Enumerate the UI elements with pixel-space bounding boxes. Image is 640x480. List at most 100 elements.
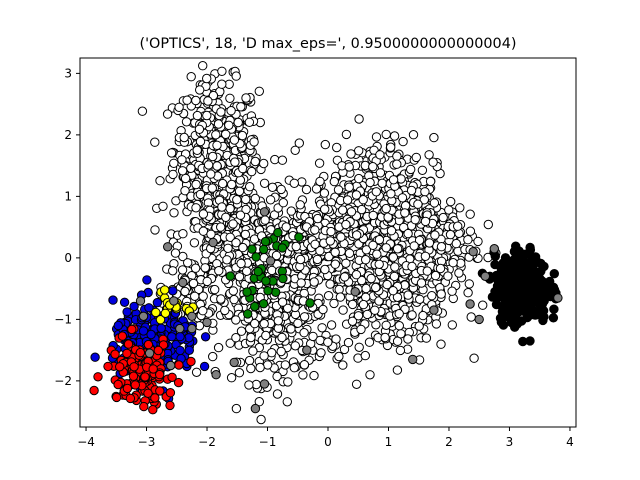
point-main-cluster [182,95,192,105]
x-tick-label: −3 [138,435,156,449]
point-main-cluster [289,178,299,189]
point-main-cluster [445,229,456,240]
point-main-cluster [231,71,241,81]
point-main-cluster [301,184,312,195]
point-main-cluster [194,284,204,295]
y-tick-label: −2 [54,374,72,388]
point-main-cluster [206,229,216,240]
point-main-cluster [235,210,246,220]
point-noise [429,305,439,315]
y-tick-label: 0 [64,251,72,265]
point-main-cluster [212,140,222,151]
point-main-cluster [271,250,282,261]
point-main-cluster [364,337,375,347]
point-main-cluster [177,166,188,176]
point-cluster [152,297,163,308]
point-main-cluster [338,360,348,370]
point-main-cluster [198,60,208,71]
point-cluster [155,315,166,325]
point-cluster [113,320,124,331]
point-noise [350,287,360,297]
point-cluster [165,388,176,398]
point-main-cluster [365,370,375,380]
point-main-cluster [249,137,259,147]
point-main-cluster [250,193,261,204]
point-main-cluster [216,107,226,117]
point-main-cluster [403,334,413,344]
point-noise [259,379,270,389]
point-main-cluster [424,150,434,160]
point-main-cluster [180,286,190,297]
x-tick-label: −1 [259,435,277,449]
point-cluster [200,332,211,342]
y-tick-label: −1 [54,313,72,327]
point-main-cluster [177,265,188,275]
point-main-cluster [338,205,348,215]
point-noise [175,323,185,334]
point-main-cluster [150,137,160,147]
point-cluster [89,385,99,396]
point-main-cluster [422,266,432,276]
point-main-cluster [150,225,160,235]
point-main-cluster [226,106,236,116]
point-cluster [247,244,257,254]
point-noise [489,244,499,254]
point-main-cluster [361,255,371,265]
point-cluster [490,251,500,261]
point-main-cluster [190,291,200,301]
point-cluster [155,386,165,396]
point-noise [229,357,239,368]
point-cluster [175,345,185,356]
point-main-cluster [315,176,325,187]
point-main-cluster [425,176,436,187]
point-main-cluster [381,203,391,214]
point-main-cluster [394,309,404,319]
point-cluster [153,345,164,356]
point-main-cluster [427,291,437,301]
point-cluster [122,383,133,394]
point-main-cluster [465,226,476,236]
point-main-cluster [299,360,310,370]
point-cluster [144,303,154,313]
point-main-cluster [277,297,288,307]
point-main-cluster [344,248,355,259]
point-noise [178,277,188,288]
point-main-cluster [202,73,212,84]
point-main-cluster [429,198,440,208]
point-main-cluster [341,129,352,140]
point-noise [135,296,146,306]
point-noise [408,354,418,365]
point-main-cluster [291,241,301,252]
point-main-cluster [216,294,226,304]
point-cluster [548,313,559,323]
point-main-cluster [357,204,367,215]
point-noise [211,370,221,380]
point-main-cluster [277,332,287,343]
point-cluster [138,326,149,336]
point-main-cluster [377,178,387,189]
point-main-cluster [351,190,362,200]
point-main-cluster [191,179,201,190]
point-main-cluster [236,102,246,112]
point-main-cluster [155,176,165,186]
point-cluster [294,232,304,242]
point-main-cluster [277,155,288,165]
point-noise [202,317,212,328]
point-main-cluster [170,248,181,258]
point-cluster [160,308,171,318]
point-cluster [123,339,134,349]
point-cluster [225,271,236,281]
point-cluster [529,280,539,290]
point-main-cluster [227,179,237,190]
point-cluster [128,371,139,381]
point-main-cluster [168,169,178,180]
point-cluster [513,307,523,318]
point-main-cluster [238,242,248,253]
point-cluster [510,277,521,288]
point-main-cluster [169,158,179,169]
point-main-cluster [389,131,400,141]
point-main-cluster [430,230,440,240]
point-main-cluster [200,263,210,273]
point-main-cluster [210,284,220,295]
point-cluster [127,324,137,335]
